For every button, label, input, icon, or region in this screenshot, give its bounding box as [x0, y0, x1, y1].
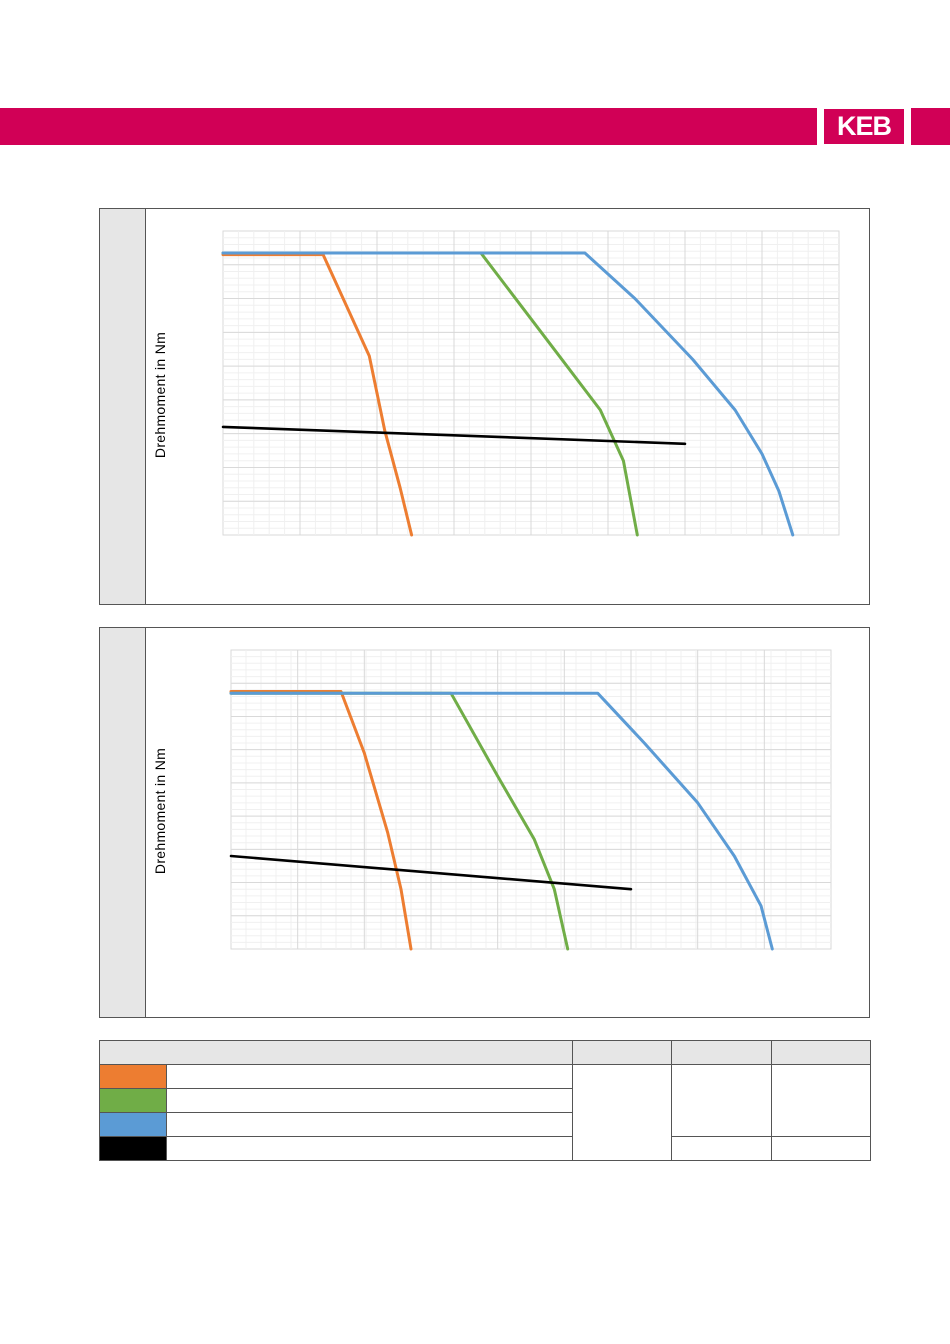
header-cell	[671, 1040, 772, 1065]
legend-table	[99, 1040, 871, 1161]
legend-swatch-black	[99, 1136, 167, 1161]
brand-bar	[0, 108, 950, 145]
header-cell	[771, 1040, 871, 1065]
value-cell	[671, 1064, 772, 1137]
legend-label	[166, 1088, 573, 1113]
chart-panel-2: Drehmoment in Nm	[99, 627, 870, 1018]
series-line-1	[221, 253, 414, 537]
legend-swatch-green	[99, 1088, 167, 1113]
torque-chart-1	[221, 230, 840, 537]
legend-header-row	[99, 1040, 871, 1065]
value-cell	[572, 1064, 672, 1161]
panel-side-bar	[100, 628, 146, 1017]
legend-swatch-blue	[99, 1112, 167, 1137]
keb-logo: KEB	[817, 104, 911, 149]
series-line-4	[221, 425, 687, 446]
header-cell	[99, 1040, 573, 1065]
series-line-1	[229, 690, 413, 951]
series-line-3	[221, 251, 795, 537]
value-cell	[671, 1136, 772, 1161]
legend-label	[166, 1112, 573, 1137]
value-cell	[771, 1064, 871, 1137]
legend-label	[166, 1064, 573, 1089]
panel-side-bar	[100, 209, 146, 604]
value-cell	[771, 1136, 871, 1161]
header-cell	[572, 1040, 672, 1065]
chart-panel-1: Drehmoment in Nm	[99, 208, 870, 605]
legend-label	[166, 1136, 573, 1161]
legend-row	[99, 1112, 871, 1137]
legend-row	[99, 1064, 871, 1161]
series-line-4	[229, 854, 633, 891]
legend-row	[99, 1136, 871, 1161]
series-line-3	[229, 691, 774, 951]
torque-chart-2	[229, 649, 832, 951]
logo-text: KEB	[836, 111, 892, 141]
legend-swatch-orange	[99, 1064, 167, 1089]
